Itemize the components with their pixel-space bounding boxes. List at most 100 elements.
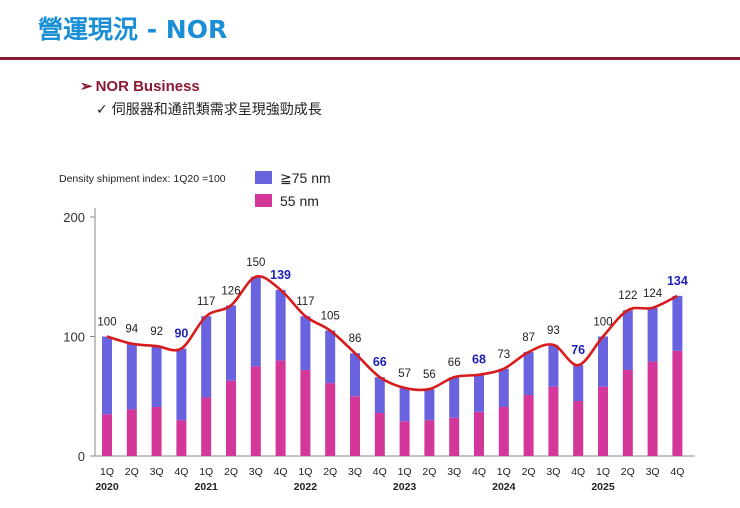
data-label: 100 bbox=[593, 317, 612, 329]
bar-55nm bbox=[325, 383, 336, 456]
bar-55nm bbox=[300, 369, 311, 456]
bar-55nm bbox=[498, 407, 509, 456]
x-tick-label: 1Q bbox=[298, 466, 312, 478]
x-year-label: 2023 bbox=[393, 481, 417, 493]
x-tick-label: 4Q bbox=[670, 466, 684, 478]
data-label: 94 bbox=[125, 324, 138, 336]
bar-75nm bbox=[548, 344, 559, 387]
bar-75nm bbox=[399, 387, 410, 422]
x-year-label: 2025 bbox=[591, 481, 615, 493]
bar-55nm bbox=[399, 421, 410, 456]
bar-75nm bbox=[622, 310, 633, 370]
data-label: 117 bbox=[197, 296, 215, 308]
bar-75nm bbox=[523, 352, 534, 396]
data-label: 66 bbox=[373, 355, 387, 369]
bar-55nm bbox=[176, 420, 187, 456]
data-label: 134 bbox=[667, 274, 688, 288]
bar-55nm bbox=[126, 409, 137, 456]
bullet-nor-business: ➢ NOR Business bbox=[80, 77, 200, 95]
x-tick-label: 3Q bbox=[348, 466, 362, 478]
data-label: 87 bbox=[522, 332, 535, 344]
x-tick-label: 4Q bbox=[373, 466, 387, 478]
data-label: 56 bbox=[423, 369, 436, 381]
bar-55nm bbox=[151, 407, 162, 456]
bar-75nm bbox=[226, 305, 236, 381]
x-tick-label: 2Q bbox=[323, 466, 337, 478]
bar-55nm bbox=[424, 420, 435, 456]
x-tick-label: 1Q bbox=[398, 466, 412, 478]
sub-bullet-text: 伺服器和通訊類需求呈現強勁成長 bbox=[111, 102, 322, 118]
x-tick-label: 4Q bbox=[472, 466, 486, 478]
x-year-label: 2024 bbox=[492, 481, 516, 493]
slide-title: 營運現況 - NOR bbox=[38, 15, 228, 44]
x-tick-label: 1Q bbox=[596, 466, 610, 478]
bar-55nm bbox=[102, 414, 112, 456]
data-label: 150 bbox=[246, 257, 265, 269]
data-label: 124 bbox=[643, 288, 663, 300]
bar-55nm bbox=[523, 395, 534, 456]
x-tick-label: 1Q bbox=[497, 466, 511, 478]
data-label: 122 bbox=[618, 290, 637, 302]
bar-75nm bbox=[126, 343, 137, 410]
y-tick-label: 100 bbox=[63, 330, 85, 345]
checkmark-icon: ✓ bbox=[96, 102, 108, 118]
data-label: 57 bbox=[398, 368, 411, 380]
bar-75nm bbox=[374, 377, 385, 413]
x-tick-label: 2Q bbox=[621, 466, 635, 478]
bar-75nm bbox=[151, 346, 162, 408]
bar-75nm bbox=[325, 330, 336, 384]
legend-swatch-55nm bbox=[255, 194, 272, 207]
data-label: 73 bbox=[497, 349, 510, 361]
x-tick-label: 2Q bbox=[224, 466, 238, 478]
bar-75nm bbox=[424, 389, 435, 421]
x-tick-label: 1Q bbox=[100, 466, 114, 478]
bar-55nm bbox=[672, 350, 683, 456]
bar-55nm bbox=[548, 386, 559, 456]
bar-55nm bbox=[350, 396, 360, 456]
data-label: 117 bbox=[296, 296, 314, 308]
bar-75nm bbox=[449, 377, 460, 418]
chart-note: Density shipment index: 1Q20 =100 bbox=[59, 173, 226, 185]
y-tick-label: 200 bbox=[63, 210, 85, 225]
data-label: 86 bbox=[349, 333, 362, 345]
bar-75nm bbox=[598, 336, 608, 387]
bar-55nm bbox=[598, 386, 608, 456]
data-label: 66 bbox=[448, 357, 461, 369]
bar-75nm bbox=[176, 348, 187, 421]
bar-55nm bbox=[573, 401, 584, 456]
bar-75nm bbox=[474, 374, 484, 412]
bar-75nm bbox=[102, 336, 112, 415]
x-tick-label: 3Q bbox=[150, 466, 164, 478]
bar-55nm bbox=[201, 397, 212, 456]
x-tick-label: 2Q bbox=[125, 466, 139, 478]
data-label: 126 bbox=[221, 285, 240, 297]
y-tick-label: 0 bbox=[78, 449, 85, 464]
x-year-label: 2021 bbox=[195, 481, 219, 493]
bar-75nm bbox=[201, 316, 212, 398]
x-tick-label: 3Q bbox=[249, 466, 263, 478]
x-tick-label: 3Q bbox=[646, 466, 660, 478]
x-tick-label: 2Q bbox=[422, 466, 436, 478]
data-label: 100 bbox=[97, 317, 116, 329]
legend-label-75nm: ≧75 nm bbox=[280, 170, 331, 186]
data-label: 90 bbox=[174, 326, 188, 340]
bar-55nm bbox=[474, 411, 484, 456]
x-tick-label: 3Q bbox=[546, 466, 560, 478]
bullet-text: NOR Business bbox=[95, 78, 200, 95]
data-label: 68 bbox=[472, 353, 486, 367]
bar-55nm bbox=[250, 366, 261, 456]
x-year-label: 2022 bbox=[294, 481, 318, 493]
bar-55nm bbox=[622, 369, 633, 456]
data-label: 105 bbox=[321, 311, 340, 323]
bar-75nm bbox=[300, 316, 311, 370]
x-tick-label: 1Q bbox=[199, 466, 213, 478]
legend-swatch-75nm bbox=[255, 171, 272, 184]
data-label: 92 bbox=[150, 326, 163, 338]
bar-75nm bbox=[350, 353, 360, 397]
bar-75nm bbox=[672, 295, 683, 351]
bar-75nm bbox=[275, 289, 286, 361]
trend-line bbox=[106, 275, 678, 392]
bar-55nm bbox=[226, 380, 236, 456]
bar-55nm bbox=[374, 412, 385, 456]
